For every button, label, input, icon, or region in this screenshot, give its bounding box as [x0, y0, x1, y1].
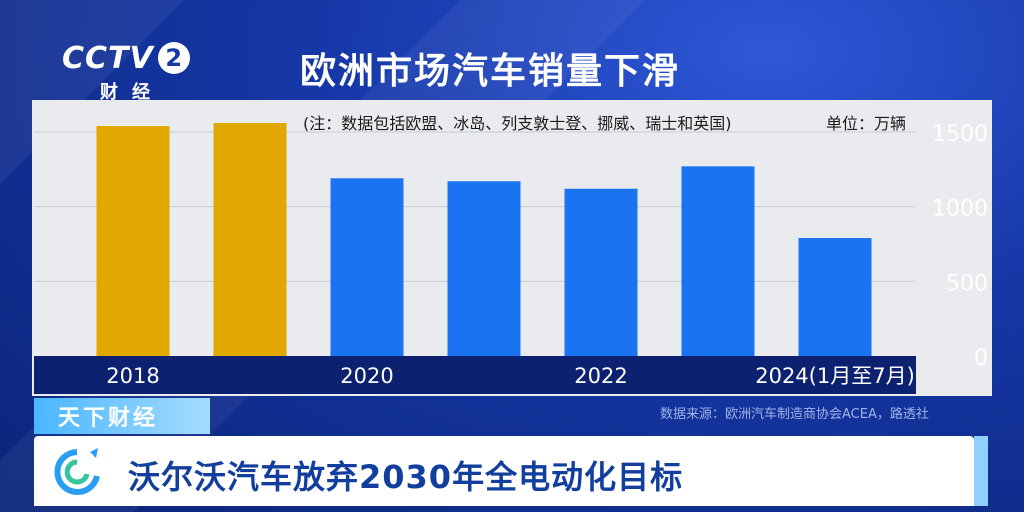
- headline-accent: [974, 436, 988, 506]
- data-source: 数据来源：欧洲汽车制造商协会ACEA，路透社: [660, 407, 929, 422]
- logo-text: CCTV: [62, 40, 154, 76]
- x-tick-label: 2020: [340, 364, 393, 388]
- y-tick-label: 500: [946, 271, 988, 296]
- swirl-logo-icon: [54, 448, 100, 495]
- bar: [213, 123, 287, 356]
- bar: [681, 166, 755, 356]
- bar: [330, 178, 404, 356]
- logo-sub: 财经: [100, 82, 164, 103]
- program-tag: 天下财经: [34, 398, 210, 434]
- x-tick-label: 2022: [574, 364, 627, 388]
- logo-channel: 2: [157, 42, 190, 74]
- bar: [96, 126, 170, 356]
- y-tick-label: 1000: [932, 197, 988, 222]
- bar: [447, 181, 521, 356]
- bar: [564, 188, 638, 356]
- x-tick-label: 2024(1月至7月): [755, 364, 915, 388]
- x-tick-label: 2018: [106, 364, 159, 388]
- x-axis-band: [34, 356, 916, 394]
- headline: 沃尔沃汽车放弃2030年全电动化目标: [128, 458, 684, 496]
- chart-unit: 单位：万辆: [826, 114, 907, 133]
- chart-note: (注：数据包括欧盟、冰岛、列支敦士登、挪威、瑞士和英国): [303, 114, 732, 133]
- headline-bar: [34, 436, 974, 506]
- chart-title: 欧洲市场汽车销量下滑: [300, 51, 681, 92]
- bar: [798, 238, 872, 356]
- y-tick-label: 1500: [932, 122, 988, 147]
- y-tick-label: 0: [974, 346, 988, 371]
- cctv-finance-logo: CCTV 2 财经: [62, 40, 202, 103]
